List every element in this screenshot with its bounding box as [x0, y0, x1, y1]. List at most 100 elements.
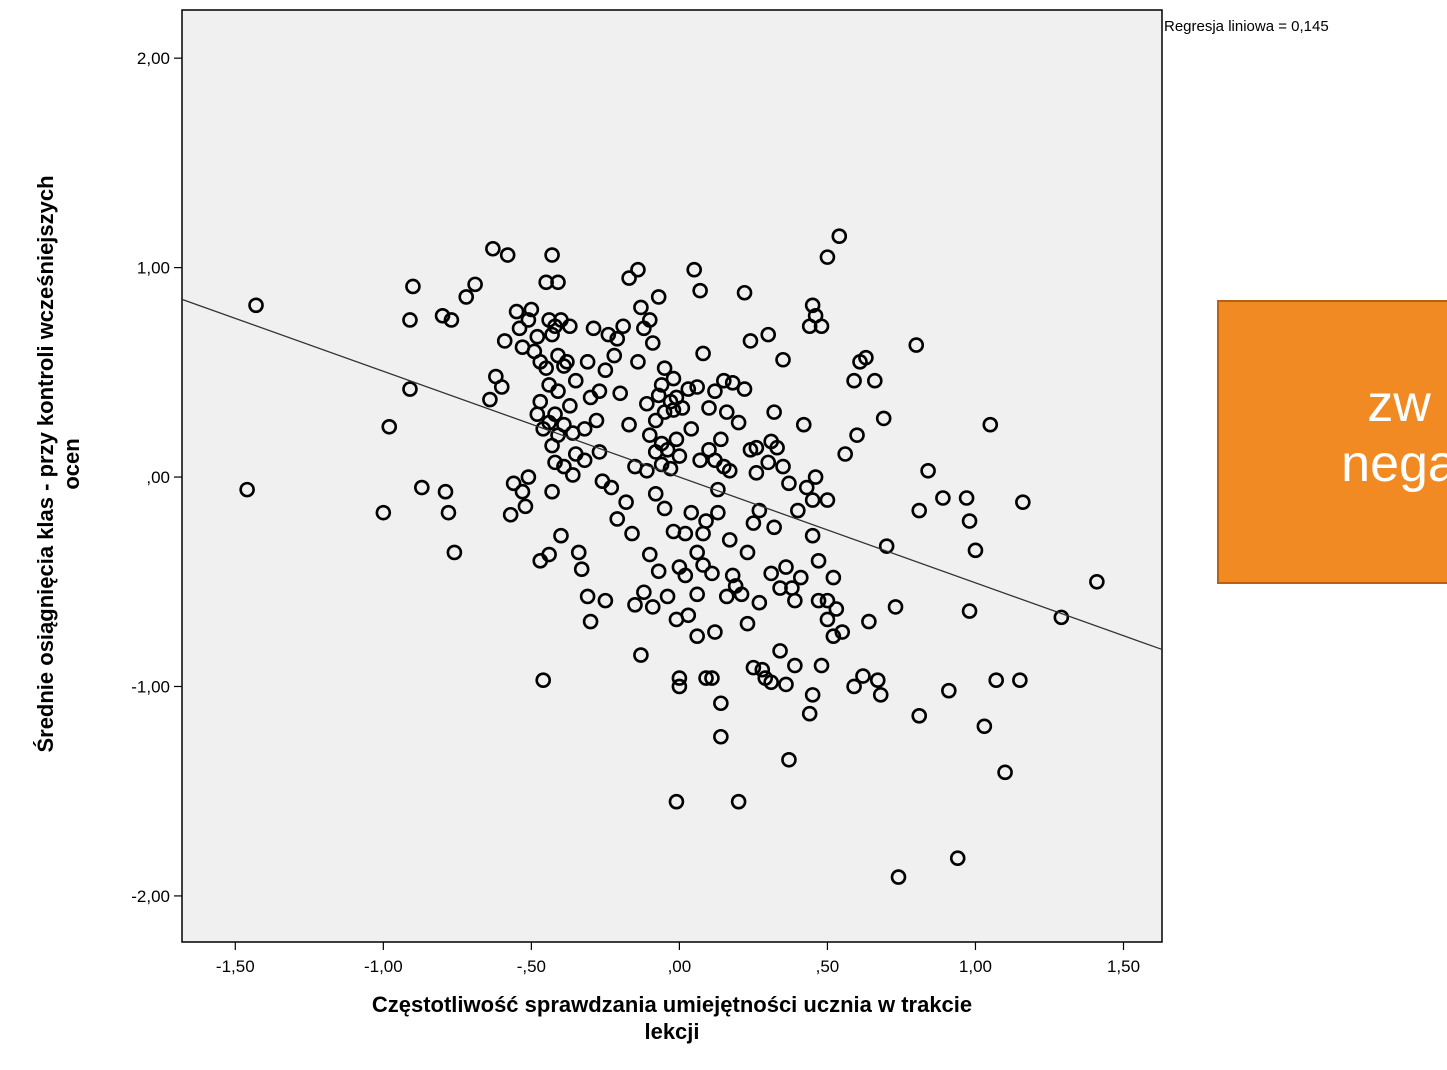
scatter-point	[763, 674, 779, 691]
scatter-point	[621, 416, 637, 433]
scatter-point	[567, 372, 584, 389]
scatter-point	[612, 385, 628, 402]
scatter-point	[721, 532, 738, 548]
scatter-point	[772, 643, 788, 659]
scatter-point	[935, 490, 951, 506]
scatter-point	[615, 318, 631, 335]
scatter-point	[639, 395, 655, 412]
scatter-point	[1015, 494, 1031, 510]
scatter-point	[739, 615, 756, 632]
scatter-point	[636, 584, 652, 601]
scatter-point	[813, 318, 830, 335]
scatter-point	[689, 628, 705, 645]
scatter-point	[532, 393, 549, 410]
scatter-point	[760, 326, 777, 343]
y-tick-label: 1,00	[137, 259, 170, 278]
scatter-point	[961, 603, 978, 619]
scatter-point	[692, 452, 708, 469]
scatter-point	[846, 678, 862, 695]
scatter-point	[798, 479, 815, 496]
scatter-point	[887, 599, 904, 615]
scatter-point	[485, 240, 501, 257]
scatter-point	[624, 525, 640, 542]
scatter-point	[730, 414, 747, 431]
scatter-point	[520, 469, 537, 485]
regression-line	[181, 298, 1163, 651]
scatter-point	[562, 318, 578, 335]
scatter-point	[698, 513, 714, 529]
scatter-point	[810, 553, 827, 569]
scatter-point	[695, 557, 711, 573]
scatter-point	[565, 467, 581, 483]
scatter-point	[502, 506, 519, 523]
scatter-point	[517, 498, 534, 515]
scatter-point	[641, 546, 658, 563]
scatter-point	[804, 687, 821, 703]
y-tick-label: -1,00	[131, 677, 170, 696]
scatter-point	[562, 398, 578, 414]
scatter-point	[458, 289, 475, 305]
scatter-point	[710, 504, 726, 521]
scatter-point	[692, 282, 708, 299]
scatter-point	[618, 494, 634, 510]
scatter-point	[967, 542, 984, 559]
callout-box: zw nega	[1217, 300, 1447, 584]
scatter-point	[588, 412, 605, 429]
scatter-point	[721, 462, 738, 479]
x-tick-label: ,50	[816, 957, 840, 976]
scatter-point	[778, 676, 794, 693]
scatter-point	[662, 460, 679, 477]
scatter-point	[813, 657, 830, 674]
scatter-point	[606, 347, 623, 364]
scatter-point	[787, 657, 803, 674]
scatter-point	[736, 284, 753, 301]
scatter-point	[831, 228, 848, 244]
scatter-point	[825, 569, 842, 586]
regression-label: Regresja liniowa = 0,145	[1164, 18, 1329, 35]
scatter-point	[828, 601, 845, 617]
scatter-point	[529, 328, 546, 345]
scatter-point	[724, 374, 741, 391]
scatter-point	[239, 481, 255, 498]
scatter-point	[402, 381, 418, 397]
scatter-point	[591, 383, 608, 399]
scatter-point	[535, 672, 552, 689]
scatter-point	[603, 479, 620, 496]
scatter-point	[609, 331, 626, 347]
scatter-point	[1053, 609, 1070, 626]
scatter-point	[650, 563, 667, 580]
scatter-point	[855, 668, 871, 684]
scatter-point	[819, 592, 836, 609]
scatter-point	[872, 687, 889, 703]
scatter-point	[677, 567, 694, 584]
scatter-point	[520, 312, 537, 328]
scatter-point	[736, 381, 753, 397]
scatter-point	[707, 624, 723, 640]
scatter-point	[704, 670, 720, 686]
scatter-point	[683, 504, 700, 521]
scatter-point	[819, 249, 836, 265]
scatter-point	[804, 297, 821, 314]
scatter-point	[579, 588, 596, 605]
scatter-point	[683, 421, 700, 437]
scatter-point	[671, 448, 688, 464]
scatter-point	[405, 278, 421, 295]
scatter-point	[556, 458, 572, 475]
scatter-point	[656, 500, 673, 517]
scatter-point	[541, 546, 557, 563]
scatter-point	[668, 431, 685, 448]
scatter-point	[751, 502, 768, 519]
scatter-point	[775, 351, 791, 368]
scatter-point	[443, 312, 460, 328]
x-tick-label: -1,00	[364, 957, 403, 976]
scatter-point	[689, 544, 705, 561]
scatter-point	[695, 345, 711, 362]
scatter-point	[890, 869, 907, 885]
scatter-point	[674, 400, 691, 416]
scatter-point	[908, 337, 925, 353]
scatter-point	[807, 469, 824, 485]
scatter-point	[597, 362, 614, 379]
scatter-point	[600, 326, 617, 343]
y-tick-label: ,00	[146, 468, 170, 487]
